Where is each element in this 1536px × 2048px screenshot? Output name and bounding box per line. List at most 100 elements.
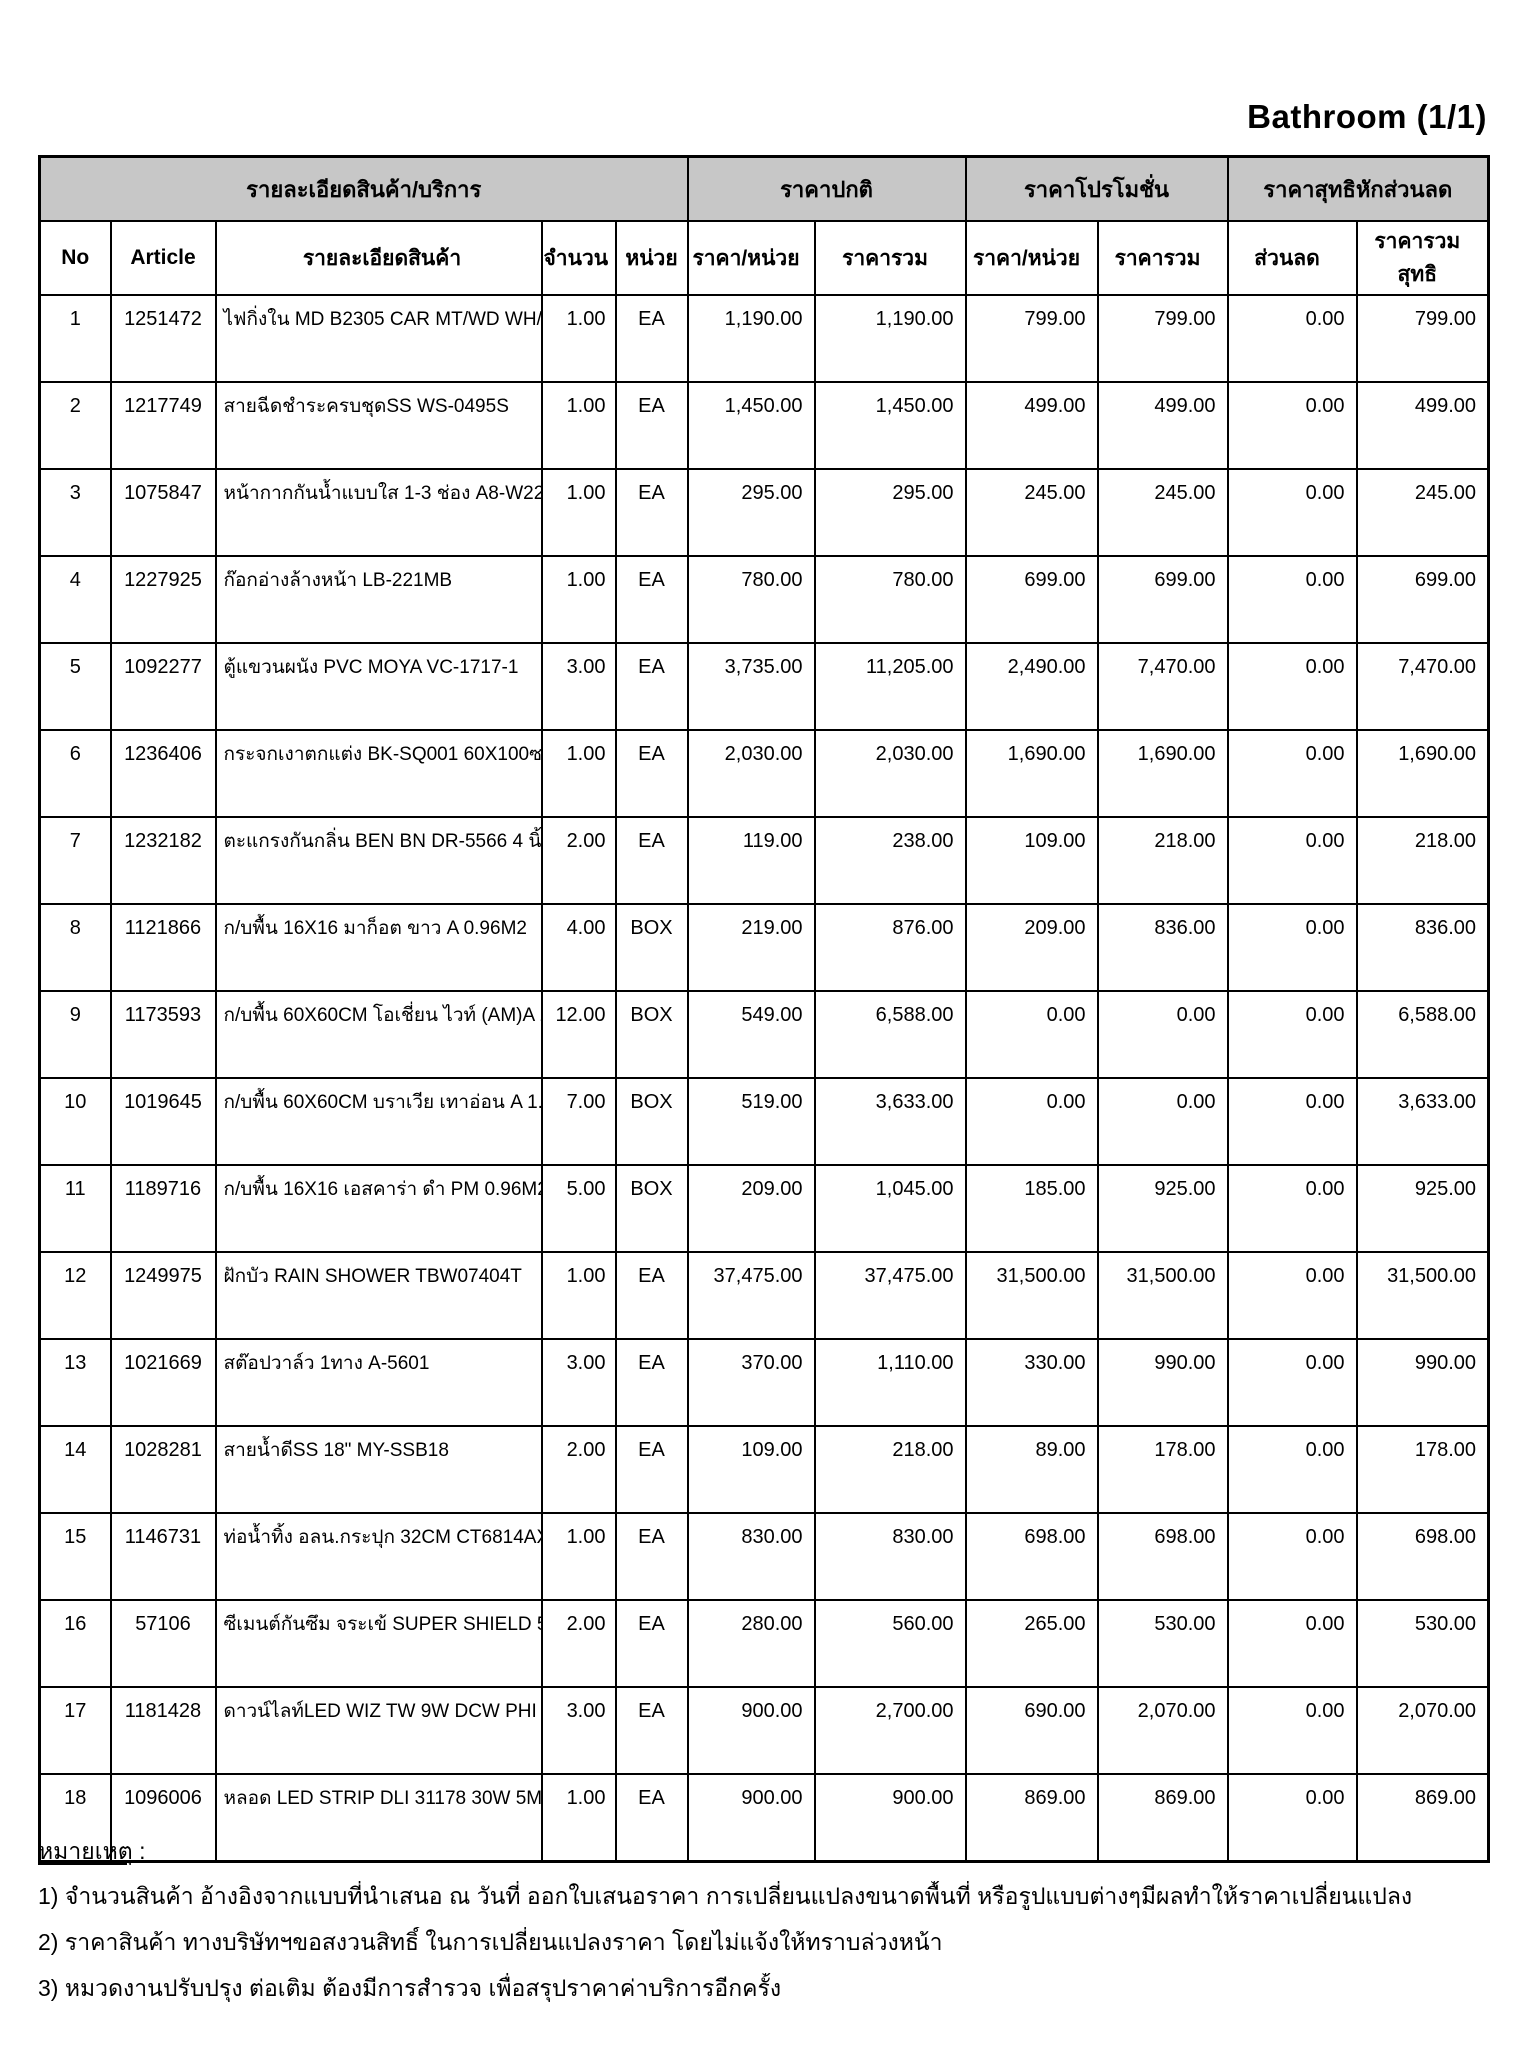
cell-unit: BOX <box>614 1077 689 1166</box>
cell-no: 4 <box>38 555 112 644</box>
table-row: 7 1232182 ตะแกรงกันกลิ่น BEN BN DR-5566 4 … <box>38 816 1490 905</box>
cell-article: 1092277 <box>109 642 217 731</box>
cell-discount: 0.00 <box>1226 1425 1358 1514</box>
cell-normal_unit_price: 780.00 <box>686 555 816 644</box>
group-header-row: รายละเอียดสินค้า/บริการ ราคาปกติ ราคาโปรโม… <box>38 155 1490 222</box>
table-row: 12 1249975 ฝักบัว RAIN SHOWER TBW07404T 1.0… <box>38 1251 1490 1340</box>
table-row: 10 1019645 ก/บพื้น 60X60CM บราเวีย เทาอ่อน… <box>38 1077 1490 1166</box>
column-header-normal_total: ราคารวม <box>813 220 967 296</box>
cell-desc: หน้ากากกันน้ำแบบใส 1-3 ช่อง A8-W221V HA <box>214 468 543 557</box>
table-row: 2 1217749 สายฉีดชำระครบชุดSS WS-0495S 1.00 E… <box>38 381 1490 470</box>
cell-desc: ตู้แขวนผนัง PVC MOYA VC-1717-1 <box>214 642 543 731</box>
notes-heading-label: หมายเหตุ <box>38 1838 133 1864</box>
cell-unit: BOX <box>614 990 689 1079</box>
cell-desc: สายน้ำดีSS 18" MY-SSB18 <box>214 1425 543 1514</box>
cell-promo_total: 0.00 <box>1096 1077 1229 1166</box>
cell-qty: 12.00 <box>540 990 617 1079</box>
cell-unit: EA <box>614 294 689 383</box>
cell-net_total: 3,633.00 <box>1355 1077 1490 1166</box>
cell-desc: ก/บพื้น 16X16 เอสคาร่า ดำ PM 0.96M2 <box>214 1164 543 1253</box>
table-row: 17 1181428 ดาวน์ไลท์LED WIZ TW 9W DCW PHI … <box>38 1686 1490 1775</box>
cell-article: 1236406 <box>109 729 217 818</box>
cell-discount: 0.00 <box>1226 294 1358 383</box>
cell-normal_unit_price: 37,475.00 <box>686 1251 816 1340</box>
cell-promo_unit_price: 109.00 <box>964 816 1099 905</box>
cell-discount: 0.00 <box>1226 729 1358 818</box>
cell-normal_total: 830.00 <box>813 1512 967 1601</box>
cell-discount: 0.00 <box>1226 1599 1358 1688</box>
cell-net_total: 698.00 <box>1355 1512 1490 1601</box>
cell-qty: 5.00 <box>540 1164 617 1253</box>
cell-no: 17 <box>38 1686 112 1775</box>
cell-normal_total: 780.00 <box>813 555 967 644</box>
cell-promo_unit_price: 0.00 <box>964 990 1099 1079</box>
cell-promo_total: 925.00 <box>1096 1164 1229 1253</box>
cell-promo_unit_price: 209.00 <box>964 903 1099 992</box>
group-header: ราคาโปรโมชั่น <box>964 155 1229 222</box>
cell-promo_unit_price: 330.00 <box>964 1338 1099 1427</box>
group-header: รายละเอียดสินค้า/บริการ <box>38 155 689 222</box>
cell-promo_unit_price: 245.00 <box>964 468 1099 557</box>
cell-desc: ก/บพื้น 16X16 มาก็อต ขาว A 0.96M2 <box>214 903 543 992</box>
cell-unit: BOX <box>614 1164 689 1253</box>
cell-promo_unit_price: 698.00 <box>964 1512 1099 1601</box>
cell-discount: 0.00 <box>1226 1686 1358 1775</box>
column-header-article: Article <box>109 220 217 296</box>
cell-promo_unit_price: 31,500.00 <box>964 1251 1099 1340</box>
cell-desc: หลอด LED STRIP DLI 31178 30W 5M WW <box>214 1773 543 1863</box>
cell-article: 1227925 <box>109 555 217 644</box>
cell-normal_unit_price: 830.00 <box>686 1512 816 1601</box>
cell-normal_unit_price: 109.00 <box>686 1425 816 1514</box>
table-row: 15 1146731 ท่อน้ำทิ้ง อลน.กระปุก 32CM CT68… <box>38 1512 1490 1601</box>
cell-article: 1181428 <box>109 1686 217 1775</box>
column-header-row: No Article รายละเอียดสินค้า จำนวน หน่วย ราคา/… <box>38 220 1490 296</box>
cell-net_total: 925.00 <box>1355 1164 1490 1253</box>
cell-article: 1028281 <box>109 1425 217 1514</box>
group-header: ราคาสุทธิหักส่วนลด <box>1226 155 1490 222</box>
cell-qty: 1.00 <box>540 1773 617 1863</box>
cell-qty: 2.00 <box>540 1425 617 1514</box>
cell-normal_unit_price: 900.00 <box>686 1773 816 1863</box>
cell-normal_total: 3,633.00 <box>813 1077 967 1166</box>
cell-article: 1021669 <box>109 1338 217 1427</box>
cell-article: 1121866 <box>109 903 217 992</box>
cell-no: 11 <box>38 1164 112 1253</box>
cell-net_total: 499.00 <box>1355 381 1490 470</box>
cell-net_total: 2,070.00 <box>1355 1686 1490 1775</box>
cell-promo_unit_price: 699.00 <box>964 555 1099 644</box>
cell-unit: EA <box>614 1773 689 1863</box>
cell-promo_unit_price: 690.00 <box>964 1686 1099 1775</box>
cell-unit: EA <box>614 1251 689 1340</box>
cell-promo_unit_price: 185.00 <box>964 1164 1099 1253</box>
column-header-promo_unit_price: ราคา/หน่วย <box>964 220 1099 296</box>
cell-desc: ดาวน์ไลท์LED WIZ TW 9W DCW PHI PL WH <box>214 1686 543 1775</box>
group-header: ราคาปกติ <box>686 155 967 222</box>
cell-no: 14 <box>38 1425 112 1514</box>
table-row: 14 1028281 สายน้ำดีSS 18" MY-SSB18 2.00 EA 10… <box>38 1425 1490 1514</box>
table-row: 8 1121866 ก/บพื้น 16X16 มาก็อต ขาว A 0.96M… <box>38 903 1490 992</box>
cell-discount: 0.00 <box>1226 1164 1358 1253</box>
cell-promo_total: 799.00 <box>1096 294 1229 383</box>
cell-normal_total: 218.00 <box>813 1425 967 1514</box>
cell-article: 57106 <box>109 1599 217 1688</box>
column-header-normal_unit_price: ราคา/หน่วย <box>686 220 816 296</box>
quotation-table: รายละเอียดสินค้า/บริการ ราคาปกติ ราคาโปรโม… <box>38 155 1491 1863</box>
cell-normal_total: 295.00 <box>813 468 967 557</box>
cell-normal_unit_price: 900.00 <box>686 1686 816 1775</box>
cell-article: 1146731 <box>109 1512 217 1601</box>
cell-net_total: 245.00 <box>1355 468 1490 557</box>
cell-qty: 1.00 <box>540 1512 617 1601</box>
cell-article: 1217749 <box>109 381 217 470</box>
cell-no: 18 <box>38 1773 112 1863</box>
cell-article: 1019645 <box>109 1077 217 1166</box>
cell-article: 1173593 <box>109 990 217 1079</box>
cell-no: 10 <box>38 1077 112 1166</box>
cell-discount: 0.00 <box>1226 1512 1358 1601</box>
column-header-qty: จำนวน <box>540 220 617 296</box>
note-line-1: 1) จำนวนสินค้า อ้างอิงจากแบบที่นำเสนอ ณ … <box>38 1883 1413 1910</box>
cell-qty: 1.00 <box>540 294 617 383</box>
cell-unit: EA <box>614 555 689 644</box>
column-header-discount: ส่วนลด <box>1226 220 1358 296</box>
cell-desc: สายฉีดชำระครบชุดSS WS-0495S <box>214 381 543 470</box>
